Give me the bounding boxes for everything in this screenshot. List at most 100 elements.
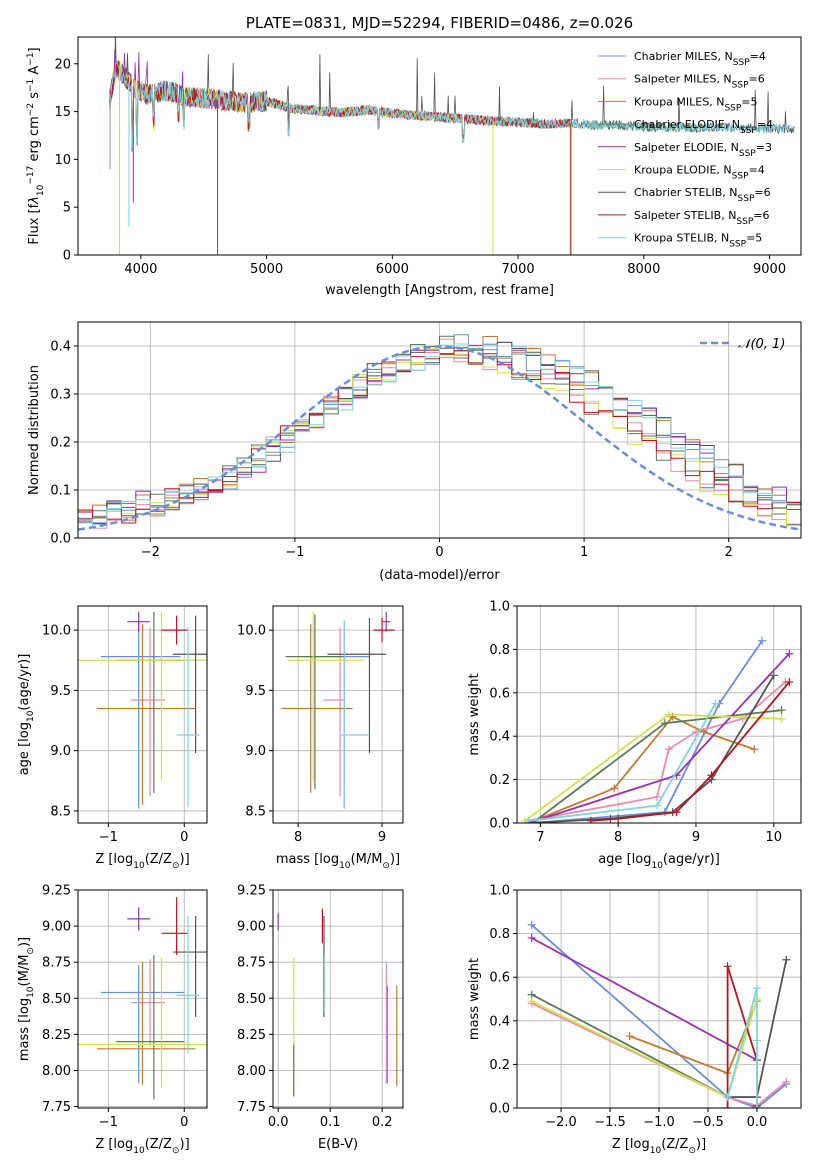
label-part: SSP (729, 240, 746, 250)
x-tick-label: 6000 (376, 262, 409, 277)
y-tick-label: 0 (63, 249, 71, 264)
weight-marker (777, 714, 786, 723)
weight-line (524, 713, 782, 822)
weight-marker (723, 1093, 732, 1102)
weight-series (520, 710, 786, 823)
x-tick-label: 4000 (124, 262, 157, 277)
y-tick-label: 0.3 (50, 388, 71, 403)
weight-marker (699, 727, 708, 736)
errorbar-point (100, 620, 181, 809)
histogram-step (78, 343, 801, 525)
label-part: (Z/Z (145, 852, 172, 867)
label-part: =5 (741, 95, 757, 108)
x-tick-label: 2 (725, 545, 733, 560)
label-part: Z [log (95, 852, 133, 867)
errorbar-point (127, 907, 151, 931)
weight-marker (777, 706, 786, 715)
label-part: ⊙ (382, 861, 390, 871)
weight-line (726, 987, 758, 1108)
errorbar-point (176, 626, 200, 808)
y-tick-label: 9.25 (237, 884, 266, 899)
label-part: =4 (750, 50, 766, 63)
label-part: mass [log (276, 852, 339, 867)
y-tick-label: 0.2 (489, 1058, 510, 1073)
y-tick-label: 9.00 (237, 920, 266, 935)
label-part: Salpeter MILES, N (634, 73, 732, 86)
y-tick-label: 10.0 (237, 624, 266, 639)
errorbar-point (172, 615, 207, 754)
x-tick-label: 10 (765, 830, 782, 845)
y-tick-label: 9.0 (50, 744, 71, 759)
mass-vs-Z-axes: −1 0 7.75 8.00 8.25 8.50 8.75 9.00 9.25 (42, 884, 208, 1130)
y-tick-label: 0.0 (489, 1102, 510, 1117)
x-tick-label: 1 (580, 545, 588, 560)
label-part: 10 (339, 861, 351, 871)
weight-marker (527, 933, 536, 942)
weight-marker (653, 792, 662, 801)
x-tick-label: 8 (294, 830, 302, 845)
y-tick-label: 0.1 (50, 484, 71, 499)
label-part: Kroupa STELIB, N (634, 232, 729, 245)
label-part: )] (696, 1137, 706, 1152)
spectrum-line (109, 37, 795, 152)
y-tick-label: 9.00 (42, 920, 71, 935)
x-tick-label: 9000 (753, 262, 786, 277)
legend-entry: Kroupa STELIB, NSSP=5 (634, 232, 762, 250)
errorbar-point (382, 612, 391, 632)
y-tick-label: 8.5 (245, 804, 266, 819)
label-part: Kroupa MILES, N (634, 95, 724, 108)
weight-marker (750, 745, 759, 754)
y-tick-label: 0.0 (489, 817, 510, 832)
label-part: age [log (598, 852, 651, 867)
label-part: 10 (36, 184, 46, 196)
y-tick-label: 0.8 (489, 927, 510, 942)
label-part: =4 (749, 164, 765, 177)
y-tick-label: 0.6 (489, 686, 510, 701)
label-part: 10 (651, 861, 663, 871)
y-tick-label: 0.2 (50, 436, 71, 451)
weight-marker (653, 801, 662, 810)
axes-frame (77, 605, 208, 824)
x-tick-label: 0 (180, 1115, 188, 1130)
weight-marker (723, 1104, 732, 1108)
gaussian-curve (78, 345, 801, 531)
label-part: Z [log (95, 1137, 133, 1152)
x-tick-label: −1 (285, 545, 304, 560)
y-tick-label: 0.8 (489, 643, 510, 658)
label-part: Chabrier MILES, N (634, 50, 733, 63)
weight-marker (785, 677, 794, 686)
age-vs-mass-axes: 8 9 8.5 9.0 9.5 10.0 (237, 605, 404, 845)
x-tick-label: 9 (692, 830, 700, 845)
y-tick-label: 0.4 (489, 730, 510, 745)
label-part: Chabrier ELODIE, N (634, 118, 740, 131)
x-axis-label: Z [log10(Z/Z⊙)] (95, 852, 189, 871)
errorbar-point (131, 627, 166, 797)
x-tick-label: 0.0 (747, 1115, 768, 1130)
mass-weight-vs-age-axes: 7 8 9 10 0.0 0.2 0.4 0.6 0.8 1.0 (489, 600, 802, 845)
weight-marker (660, 719, 669, 728)
label-part: )] (390, 852, 400, 867)
x-tick-label: 8000 (627, 262, 660, 277)
weight-marker (711, 699, 720, 708)
weight-marker (614, 814, 623, 823)
x-tick-label: 5000 (250, 262, 283, 277)
label-part: 10 (26, 710, 36, 722)
label-part: =6 (754, 186, 770, 199)
weight-line (531, 937, 758, 1061)
y-axis-label: age [log10(age/yr)] (17, 654, 36, 776)
legend-entry: Kroupa MILES, NSSP=5 (634, 95, 758, 113)
weight-series (524, 649, 794, 823)
label-part: =6 (753, 209, 769, 222)
label-part: Chabrier STELIB, N (634, 186, 738, 199)
label-part: Salpeter STELIB, N (634, 209, 736, 222)
weight-marker (664, 710, 673, 719)
weight-marker (625, 1032, 634, 1041)
weight-marker (664, 745, 673, 754)
x-axis-label: wavelength [Angstrom, rest frame] (325, 283, 554, 298)
legend-entry: Chabrier ELODIE, NSSP=4 (634, 118, 773, 136)
weight-line (531, 924, 787, 1108)
weight-line (528, 674, 775, 823)
label-part: ⊙ (172, 861, 180, 871)
y-tick-label: 10.0 (42, 624, 71, 639)
label-part: −2 (26, 103, 36, 116)
